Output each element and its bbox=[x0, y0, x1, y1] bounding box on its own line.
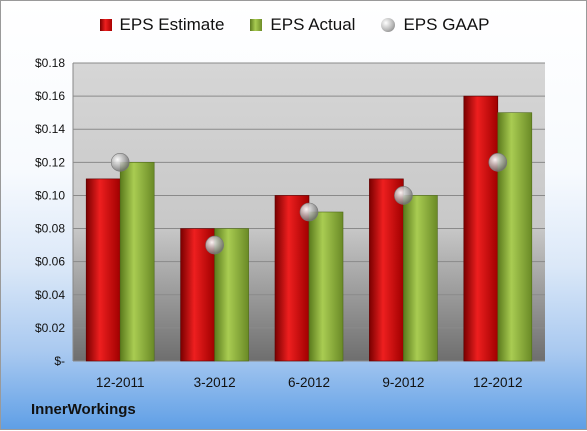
y-tick-label: $0.04 bbox=[35, 288, 65, 302]
legend-item-eps-estimate: EPS Estimate bbox=[99, 15, 225, 35]
marker-eps-gaap bbox=[110, 153, 130, 172]
bar-eps-estimate bbox=[463, 95, 499, 362]
legend-swatch-eps-actual bbox=[250, 19, 263, 31]
x-tick-label: 6-2012 bbox=[288, 375, 330, 390]
legend-swatch-eps-gaap bbox=[381, 18, 396, 32]
x-tick-label: 12-2011 bbox=[96, 375, 145, 390]
bar-eps-actual bbox=[403, 195, 438, 362]
y-tick-label: $0.10 bbox=[35, 188, 65, 202]
marker-eps-gaap bbox=[299, 202, 319, 222]
legend-swatch-eps-estimate bbox=[99, 19, 112, 31]
bar-eps-actual bbox=[497, 112, 533, 362]
bar-eps-estimate bbox=[274, 195, 310, 362]
bar-eps-actual bbox=[119, 162, 155, 362]
bar-eps-estimate bbox=[85, 178, 121, 362]
legend-label-eps-gaap: EPS GAAP bbox=[403, 15, 490, 34]
chart-legend: EPS Estimate EPS Actual EPS GAAP bbox=[1, 15, 587, 35]
y-tick-label: $0.02 bbox=[35, 321, 65, 335]
y-tick-label: $0.18 bbox=[35, 56, 65, 70]
y-tick-label: $- bbox=[54, 354, 65, 368]
y-tick-label: $0.14 bbox=[35, 122, 65, 136]
x-tick-label: 12-2012 bbox=[473, 375, 523, 390]
legend-item-eps-gaap: EPS GAAP bbox=[381, 15, 489, 35]
y-tick-label: $0.12 bbox=[35, 155, 65, 169]
marker-eps-gaap bbox=[488, 153, 508, 172]
marker-eps-gaap bbox=[205, 235, 224, 255]
bar-eps-estimate bbox=[369, 178, 404, 362]
legend-label-eps-estimate: EPS Estimate bbox=[119, 15, 225, 34]
legend-label-eps-actual: EPS Actual bbox=[270, 15, 356, 34]
y-tick-label: $0.06 bbox=[35, 255, 65, 269]
legend-item-eps-actual: EPS Actual bbox=[250, 15, 355, 35]
x-tick-label: 3-2012 bbox=[194, 375, 236, 390]
y-tick-label: $0.16 bbox=[35, 89, 65, 103]
marker-eps-gaap bbox=[394, 186, 413, 205]
y-tick-label: $0.08 bbox=[35, 222, 65, 236]
x-tick-label: 9-2012 bbox=[382, 375, 424, 390]
bar-eps-actual bbox=[308, 211, 344, 362]
company-name: InnerWorkings bbox=[31, 401, 136, 418]
